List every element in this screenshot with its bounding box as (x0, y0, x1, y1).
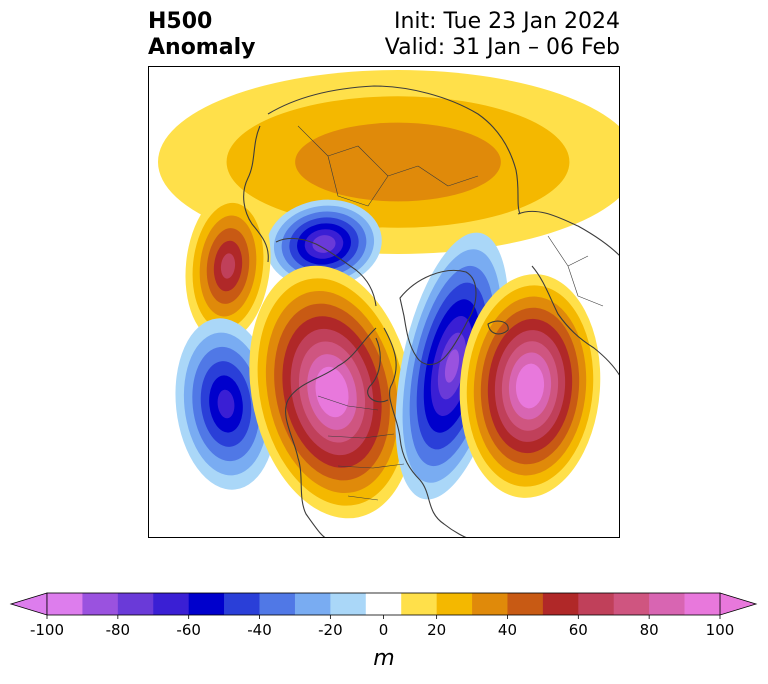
title-right: Init: Tue 23 Jan 2024 Valid: 31 Jan – 06… (385, 9, 620, 61)
colorbar-tick-label: 40 (498, 621, 517, 639)
colorbar-tick-label: 20 (427, 621, 446, 639)
colorbar-tick-label: -20 (318, 621, 343, 639)
title-left: H500 Anomaly (148, 9, 255, 61)
coastline-alaska (275, 237, 377, 307)
colorbar-segment (684, 593, 721, 615)
contour-band (295, 122, 501, 202)
colorbar-tick-label: 80 (640, 621, 659, 639)
map-panel (148, 66, 620, 538)
title-variable: H500 (148, 9, 213, 34)
colorbar-tick-label: -60 (176, 621, 201, 639)
valid-period: Valid: 31 Jan – 06 Feb (384, 35, 620, 60)
colorbar-segment (117, 593, 154, 615)
coastline-hudson (367, 337, 389, 403)
colorbar-segment (613, 593, 650, 615)
ridge-western-north-america (249, 265, 415, 519)
colorbar-segment (578, 593, 615, 615)
colorbar-tick-label: -80 (106, 621, 131, 639)
map-frame (148, 66, 620, 538)
contour-band (444, 349, 460, 383)
contour-band (220, 253, 236, 279)
trough-west-siberia (266, 199, 382, 289)
coastline-iceland (487, 320, 509, 335)
colorbar-segments (9, 592, 758, 616)
colorbar-segment (82, 593, 119, 615)
contour-band (217, 389, 235, 419)
colorbar-segment (649, 593, 685, 615)
colorbar-segment (224, 593, 260, 615)
colorbar-segment (436, 593, 473, 615)
colorbar-extend-min (9, 592, 48, 616)
coastlines (243, 85, 620, 538)
colorbar-tick-label: -40 (247, 621, 272, 639)
colorbar-segment (47, 593, 83, 615)
contour-band (322, 376, 342, 408)
colorbar-segment (153, 593, 189, 615)
colorbar-ticks: -100 -80 -60 -40 -20 0 20 40 60 80 100 (30, 615, 734, 639)
coastline-europe (517, 210, 620, 377)
colorbar-segment (330, 593, 367, 615)
colorbar-segment (472, 593, 508, 615)
colorbar-segment (542, 593, 579, 615)
init-date: Init: Tue 23 Jan 2024 (393, 9, 620, 34)
colorbar-tick-label: 100 (706, 621, 735, 639)
anomaly-contours (158, 70, 620, 519)
contour-band (521, 372, 539, 400)
colorbar: -100 -80 -60 -40 -20 0 20 40 60 80 100 (9, 592, 758, 639)
colorbar-segment (188, 593, 225, 615)
borders-asia (297, 125, 479, 207)
colorbar-extend-max (719, 592, 758, 616)
colorbar-segment (294, 593, 331, 615)
coastline-na-east (383, 327, 469, 538)
colorbar-segment (259, 593, 296, 615)
ridge-north-atlantic (459, 274, 601, 498)
colorbar-segment (401, 593, 437, 615)
anomaly-map (148, 66, 620, 538)
coastline-asia-north (267, 85, 521, 215)
coastline-asia-east (243, 125, 269, 263)
borders-north-america (317, 395, 405, 501)
borders-europe (547, 235, 604, 307)
colorbar-tick-label: -100 (30, 621, 64, 639)
colorbar-segment (507, 593, 544, 615)
ridge-arctic-greenland (158, 70, 620, 254)
coastline-na-west (285, 327, 377, 538)
title-field: Anomaly (148, 35, 256, 60)
colorbar-segment (365, 593, 402, 615)
ridge-central-asia (185, 190, 271, 342)
contour-band (312, 235, 336, 253)
coastline-greenland (399, 270, 477, 366)
colorbar-tick-label: 60 (569, 621, 588, 639)
colorbar-tick-label: 0 (379, 621, 389, 639)
colorbar-units: m (373, 646, 395, 671)
